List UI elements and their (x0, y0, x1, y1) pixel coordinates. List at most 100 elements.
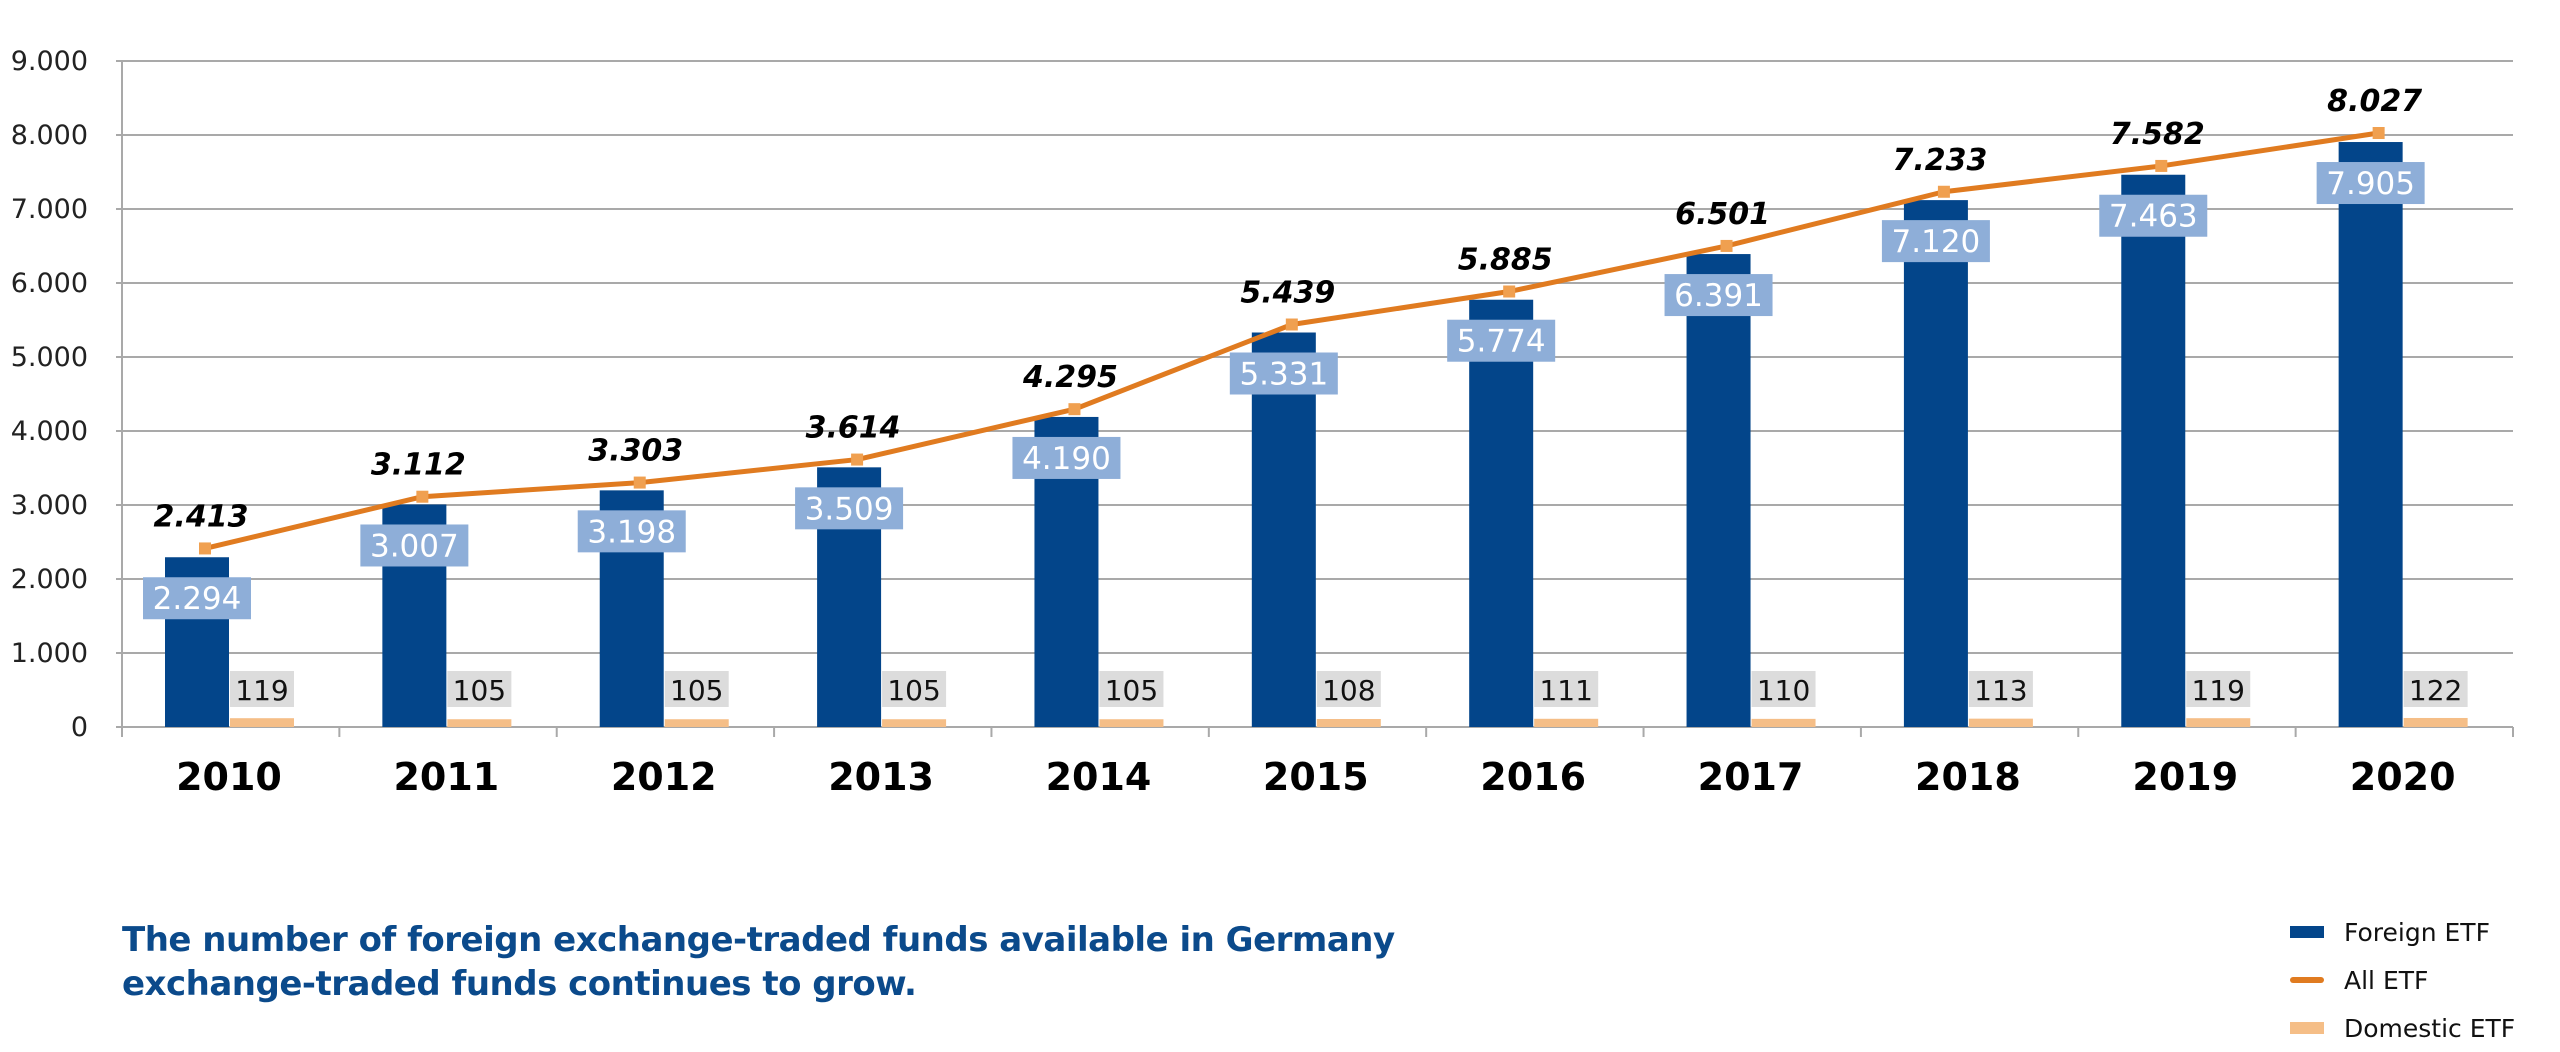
legend-swatch-domestic-etf (2290, 1022, 2324, 1034)
legend: Foreign ETF All ETF Domestic ETF (2290, 908, 2515, 1052)
domestic-etf-value-label: 113 (1974, 674, 2027, 707)
domestic-etf-value-label: 119 (235, 674, 288, 707)
domestic-etf-label-box (230, 671, 294, 707)
all-etf-value-label: 3.614 (806, 411, 901, 446)
x-tick-label: 2012 (611, 755, 717, 799)
foreign-etf-value-label: 7.463 (2109, 199, 2198, 235)
domestic-etf-value-label: 105 (453, 674, 506, 707)
domestic-etf-bar (2186, 718, 2251, 727)
x-tick-label: 2011 (393, 755, 499, 799)
domestic-etf-label-box (1751, 671, 1816, 707)
x-tick-label: 2018 (1915, 755, 2021, 799)
all-etf-value-label: 3.303 (588, 434, 683, 469)
all-etf-marker (416, 490, 429, 503)
foreign-etf-value-label: 5.331 (1239, 357, 1328, 393)
domestic-etf-value-label: 122 (2409, 674, 2462, 707)
domestic-etf-bar (447, 719, 512, 727)
x-tick-label: 2014 (1046, 755, 1152, 799)
domestic-etf-bar (1751, 718, 1816, 727)
y-tick-label: 1.000 (11, 638, 88, 669)
domestic-etf-bar (1316, 719, 1381, 727)
all-etf-marker (2372, 127, 2385, 140)
domestic-etf-value-label: 105 (1105, 674, 1158, 707)
foreign-etf-bar (2121, 174, 2186, 727)
chart-caption: The number of foreign exchange-traded fu… (122, 918, 1422, 1006)
caption-line-2: exchange-traded funds continues to grow. (122, 964, 917, 1004)
domestic-etf-bar (230, 718, 294, 727)
foreign-etf-label-box (1881, 220, 1990, 263)
domestic-etf-value-label: 119 (2192, 674, 2245, 707)
y-tick-label: 4.000 (11, 416, 88, 447)
domestic-etf-value-label: 110 (1757, 674, 1810, 707)
foreign-etf-label-box (360, 524, 469, 567)
domestic-etf-label-box (447, 671, 512, 707)
x-tick-label: 2020 (2350, 755, 2456, 799)
legend-label: Foreign ETF (2344, 917, 2490, 947)
legend-item-all-etf: All ETF (2290, 956, 2515, 1004)
foreign-etf-bar (1251, 332, 1316, 727)
y-tick-label: 9.000 (11, 46, 88, 77)
domestic-etf-label-box (2186, 671, 2251, 707)
x-tick-label: 2016 (1480, 755, 1586, 799)
domestic-etf-label-box (1534, 671, 1599, 707)
x-tick-label: 2013 (828, 755, 934, 799)
all-etf-marker (2155, 159, 2168, 172)
bars (165, 142, 2468, 728)
foreign-etf-label-box (795, 487, 904, 530)
legend-label: Domestic ETF (2344, 1013, 2516, 1043)
foreign-etf-value-label: 7.120 (1892, 224, 1981, 260)
y-tick-label: 6.000 (11, 268, 88, 299)
all-etf-marker (199, 542, 211, 555)
foreign-etf-label-box (577, 510, 686, 553)
domestic-etf-label-box (1099, 671, 1164, 707)
all-etf-marker (633, 476, 646, 489)
etf-chart: 0 1.000 2.000 3.000 4.000 5.000 6.000 7.000 8.00… (11, 46, 2514, 799)
domestic-etf-value-label: 108 (1322, 674, 1375, 707)
foreign-etf-label-box (143, 577, 251, 620)
all-etf-marker (1068, 403, 1081, 416)
all-etf-value-label: 3.112 (371, 448, 466, 483)
y-tick-label: 3.000 (11, 490, 88, 521)
domestic-etf-value-label: 111 (1539, 674, 1592, 707)
y-tick-label: 7.000 (11, 194, 88, 225)
domestic-etf-bar (882, 719, 947, 727)
domestic-etf-bar (2403, 717, 2468, 727)
legend-label: All ETF (2344, 965, 2429, 995)
x-tick-label: 2010 (176, 755, 282, 799)
all-etf-value-label: 4.295 (1022, 360, 1118, 395)
caption-line-1: The number of foreign exchange-traded fu… (122, 920, 1395, 960)
all-etf-marker (1937, 185, 1950, 198)
y-tick-label: 5.000 (11, 342, 88, 373)
foreign-etf-value-label: 6.391 (1674, 278, 1763, 314)
x-tick-label: 2017 (1698, 755, 1804, 799)
all-etf-marker (1720, 239, 1733, 252)
foreign-etf-bar (2338, 142, 2403, 727)
all-etf-value-label: 2.413 (154, 499, 249, 534)
domestic-etf-label-box (2403, 671, 2468, 707)
foreign-etf-label-box (2099, 194, 2208, 237)
legend-swatch-foreign-etf (2290, 926, 2324, 938)
domestic-etf-label-box (1968, 671, 2033, 707)
domestic-etf-value-label: 105 (887, 674, 940, 707)
foreign-etf-bar (1686, 254, 1751, 728)
x-axis: 2010 2011 2012 2013 2014 2015 2016 2017 2018 2019… (121, 727, 2514, 799)
foreign-etf-value-label: 3.509 (805, 491, 894, 527)
foreign-etf-value-label: 7.905 (2326, 166, 2415, 202)
foreign-etf-label-box (1012, 436, 1121, 479)
all-etf-value-label: 6.501 (1675, 197, 1770, 232)
foreign-etf-bar (1469, 299, 1534, 727)
x-tick-label: 2019 (2132, 755, 2238, 799)
legend-item-domestic-etf: Domestic ETF (2290, 1004, 2515, 1052)
foreign-etf-value-label: 2.294 (153, 581, 242, 617)
all-etf-value-label: 7.233 (1892, 143, 1987, 178)
domestic-etf-value-label: 105 (670, 674, 723, 707)
domestic-etf-bar (1534, 718, 1599, 727)
all-etf-marker (1503, 285, 1516, 298)
y-tick-label: 2.000 (11, 564, 88, 595)
foreign-etf-value-label: 4.190 (1022, 441, 1111, 477)
all-etf-value-label: 8.027 (2327, 84, 2422, 119)
foreign-etf-bar (1903, 200, 1968, 727)
all-etf-value-label: 5.439 (1240, 276, 1335, 311)
all-etf-value-label: 5.885 (1458, 243, 1553, 278)
foreign-etf-label-box (2316, 162, 2425, 205)
